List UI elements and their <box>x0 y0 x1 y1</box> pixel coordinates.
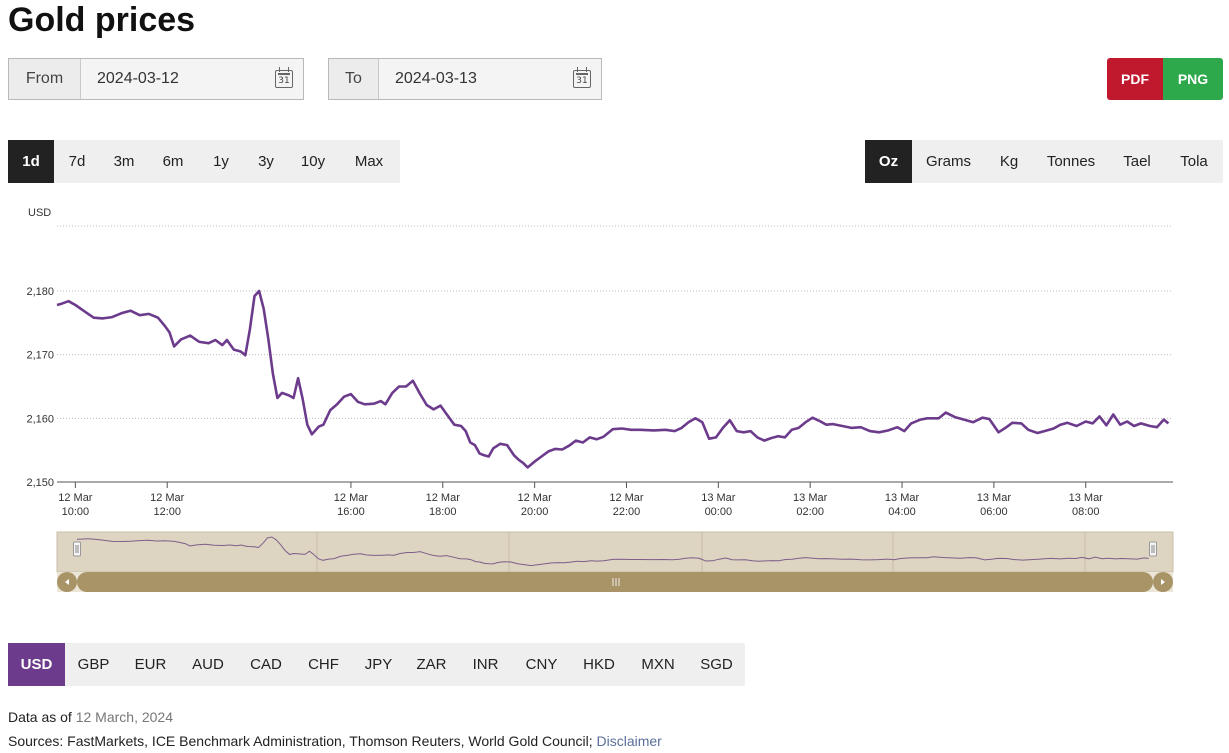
currency-chf-button[interactable]: CHF <box>308 656 339 673</box>
x-tick-label: 18:00 <box>429 506 457 518</box>
x-tick-label: 12 Mar <box>609 492 644 504</box>
x-tick-label: 20:00 <box>521 506 549 518</box>
scrollbar-thumb[interactable] <box>77 572 1153 592</box>
currency-hkd-button[interactable]: HKD <box>583 656 615 673</box>
x-tick-label: 12 Mar <box>426 492 461 504</box>
navigator-left-handle[interactable] <box>73 541 81 557</box>
x-tick-label: 12 Mar <box>150 492 185 504</box>
x-tick-label: 08:00 <box>1072 506 1100 518</box>
from-date-field[interactable]: From 2024-03-12 31 <box>8 58 304 100</box>
x-tick-label: 13 Mar <box>1069 492 1104 504</box>
disclaimer-link[interactable]: Disclaimer <box>596 733 662 749</box>
data-as-of-label: Data as of <box>8 709 72 725</box>
export-png-button[interactable]: PNG <box>1163 58 1223 100</box>
currency-zar-button[interactable]: ZAR <box>416 656 447 673</box>
x-tick-label: 04:00 <box>888 506 916 518</box>
range-3m-button[interactable]: 3m <box>113 153 135 170</box>
x-tick-label: 02:00 <box>796 506 824 518</box>
range-3y-button[interactable]: 3y <box>258 153 274 170</box>
currency-usd-button[interactable]: USD <box>8 643 65 686</box>
unit-tael-button[interactable]: Tael <box>1123 153 1151 170</box>
calendar-icon[interactable]: 31 <box>275 67 293 88</box>
x-tick-label: 13 Mar <box>701 492 736 504</box>
x-tick-label: 12 Mar <box>58 492 93 504</box>
y-axis-label: USD <box>28 207 51 219</box>
range-10y-button[interactable]: 10y <box>300 153 326 170</box>
unit-kg-button[interactable]: Kg <box>999 153 1019 170</box>
gold-price-chart: USD 2,150 2,160 2,170 2,180 12 Mar 10:00 12 Mar… <box>26 207 1174 592</box>
x-tick-label: 13 Mar <box>885 492 920 504</box>
export-pdf-button[interactable]: PDF <box>1107 58 1163 100</box>
currency-sgd-button[interactable]: SGD <box>700 656 733 673</box>
currency-aud-button[interactable]: AUD <box>192 656 224 673</box>
to-date-input[interactable]: 2024-03-13 31 <box>379 59 601 99</box>
x-tick-label: 00:00 <box>705 506 733 518</box>
x-tick-label: 12 Mar <box>334 492 369 504</box>
data-as-of-date: 12 March, 2024 <box>75 709 174 725</box>
currency-cny-button[interactable]: CNY <box>525 656 558 673</box>
range-1y-button[interactable]: 1y <box>213 153 229 170</box>
from-date-input[interactable]: 2024-03-12 31 <box>81 59 303 99</box>
unit-tonnes-button[interactable]: Tonnes <box>1046 153 1096 170</box>
x-tick-label: 13 Mar <box>977 492 1012 504</box>
currency-jpy-button[interactable]: JPY <box>364 656 393 673</box>
price-series-line <box>56 289 1170 469</box>
currency-eur-button[interactable]: EUR <box>134 656 167 673</box>
currency-inr-button[interactable]: INR <box>472 656 499 673</box>
currency-selector: USD GBP EUR AUD CAD CHF JPY ZAR INR CNY HKD MXN SGD <box>8 643 745 686</box>
range-selector: 1d 7d 3m 6m 1y 3y 10y Max <box>8 140 400 183</box>
unit-selector: Oz Grams Kg Tonnes Tael Tola <box>865 140 1223 183</box>
x-tick-label: 10:00 <box>62 506 90 518</box>
to-date-value: 2024-03-13 <box>395 70 477 87</box>
export-buttons: PDF PNG <box>1107 58 1223 100</box>
data-as-of: Data as of 12 March, 2024 <box>8 709 173 725</box>
currency-cad-button[interactable]: CAD <box>250 656 282 673</box>
y-tick-label: 2,160 <box>26 413 54 425</box>
calendar-icon[interactable]: 31 <box>573 67 591 88</box>
from-date-value: 2024-03-12 <box>97 70 179 87</box>
to-label: To <box>329 59 379 99</box>
sources: Sources: FastMarkets, ICE Benchmark Admi… <box>8 733 662 749</box>
x-tick-label: 12 Mar <box>518 492 553 504</box>
x-tick-label: 22:00 <box>613 506 641 518</box>
chevron-right-icon <box>1161 579 1165 585</box>
x-tick-label: 13 Mar <box>793 492 828 504</box>
range-max-button[interactable]: Max <box>354 153 384 170</box>
range-6m-button[interactable]: 6m <box>162 153 184 170</box>
navigator-series-line <box>76 536 1149 567</box>
currency-mxn-button[interactable]: MXN <box>641 656 675 673</box>
x-tick-label: 06:00 <box>980 506 1008 518</box>
y-tick-label: 2,170 <box>26 350 54 362</box>
to-date-field[interactable]: To 2024-03-13 31 <box>328 58 602 100</box>
y-tick-label: 2,180 <box>26 286 54 298</box>
currency-gbp-button[interactable]: GBP <box>77 656 110 673</box>
unit-tola-button[interactable]: Tola <box>1180 153 1208 170</box>
unit-oz-button[interactable]: Oz <box>865 140 912 183</box>
range-1d-button[interactable]: 1d <box>8 140 54 183</box>
x-tick-label: 12:00 <box>153 506 181 518</box>
range-7d-button[interactable]: 7d <box>68 153 86 170</box>
x-tick-label: 16:00 <box>337 506 365 518</box>
navigator-right-handle[interactable] <box>1149 541 1157 557</box>
chevron-left-icon <box>65 579 69 585</box>
y-tick-label: 2,150 <box>26 477 54 489</box>
from-label: From <box>9 59 81 99</box>
page-title: Gold prices <box>8 1 196 39</box>
sources-text: Sources: FastMarkets, ICE Benchmark Admi… <box>8 733 593 749</box>
navigator-mask[interactable] <box>56 531 1174 573</box>
unit-grams-button[interactable]: Grams <box>926 153 971 170</box>
